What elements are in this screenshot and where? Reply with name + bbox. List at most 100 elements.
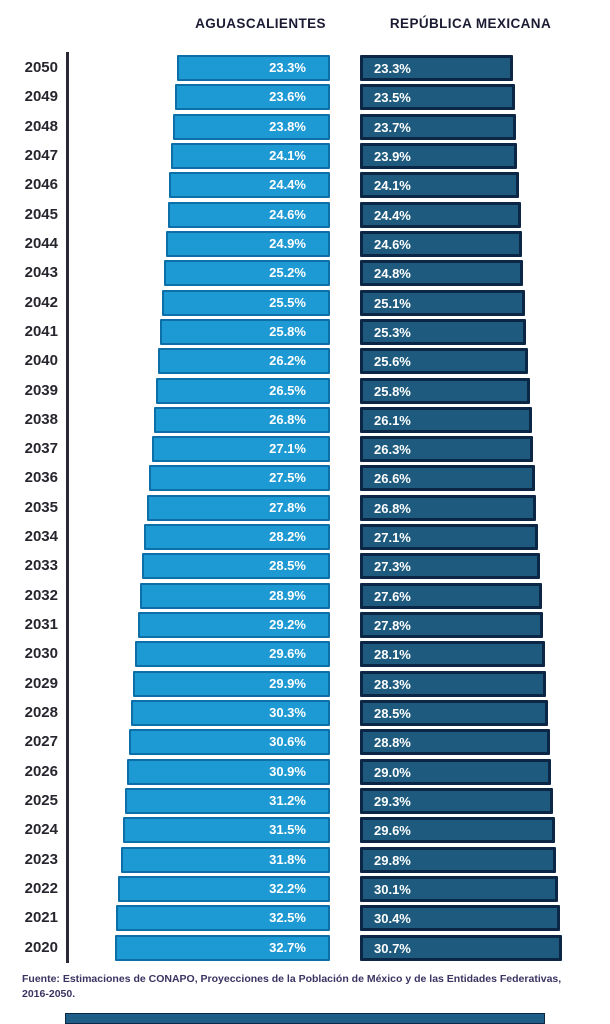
republica-mexicana-bar: 23.3% — [360, 55, 514, 81]
year-label: 2025 — [24, 792, 58, 809]
chart-row: 2035 27.8% 26.8% — [0, 494, 610, 521]
year-label: 2031 — [24, 616, 58, 634]
aguascalientes-value-label: 27.1% — [269, 441, 306, 457]
year-label: 2044 — [24, 234, 58, 252]
chart-row: 2024 31.5% 29.6% — [0, 817, 610, 844]
republica-mexicana-value-label: 29.3% — [374, 794, 411, 809]
chart-row: 2037 27.1% 26.3% — [0, 436, 610, 463]
chart-row: 2044 24.9% 24.6% — [0, 230, 610, 257]
republica-mexicana-value-label: 29.8% — [374, 852, 411, 868]
year-label: 2046 — [24, 176, 58, 194]
republica-mexicana-bar: 27.8% — [360, 612, 543, 639]
aguascalientes-bar: 31.2% — [124, 788, 330, 814]
aguascalientes-bar: 28.2% — [144, 524, 330, 551]
aguascalientes-value-label: 26.2% — [269, 353, 306, 369]
year-label: 2048 — [24, 117, 58, 135]
chart-row: 2039 26.5% 25.8% — [0, 377, 610, 404]
republica-mexicana-bar: 24.1% — [360, 172, 519, 199]
republica-mexicana-value-label: 26.8% — [374, 500, 411, 516]
population-projection-chart: 2050 23.3% 23.3% 2049 23.6% 23.5% 2048 23.8% 23.… — [0, 55, 610, 965]
aguascalientes-bar: 27.5% — [149, 465, 330, 492]
year-label: 2021 — [24, 909, 58, 927]
chart-row: 2020 32.7% 30.7% — [0, 934, 610, 961]
aguascalientes-bar: 32.5% — [116, 905, 330, 932]
year-label: 2022 — [24, 879, 58, 897]
source-note: Fuente: Estimaciones de CONAPO, Proyecci… — [22, 973, 562, 1000]
aguascalientes-value-label: 32.5% — [269, 910, 306, 926]
aguascalientes-bar: 30.9% — [126, 758, 330, 785]
year-label: 2045 — [24, 205, 58, 223]
chart-row: 2048 23.8% 23.7% — [0, 113, 610, 140]
aguascalientes-bar: 31.5% — [122, 817, 330, 844]
republica-mexicana-value-label: 29.6% — [374, 823, 411, 839]
aguascalientes-bar: 29.9% — [133, 670, 330, 697]
aguascalientes-bar: 28.5% — [142, 553, 330, 580]
year-label: 2032 — [24, 586, 58, 604]
aguascalientes-value-label: 25.8% — [269, 323, 306, 339]
aguascalientes-bar: 25.8% — [160, 318, 330, 345]
aguascalientes-bar: 24.4% — [169, 172, 330, 199]
aguascalientes-bar: 24.9% — [166, 230, 330, 257]
republica-mexicana-value-label: 26.3% — [374, 442, 411, 458]
year-label: 2020 — [24, 938, 58, 956]
republica-mexicana-bar: 28.8% — [360, 729, 550, 756]
republica-mexicana-bar: 28.5% — [360, 700, 548, 727]
aguascalientes-bar: 29.2% — [137, 612, 330, 639]
republica-mexicana-bar: 26.3% — [360, 436, 534, 463]
chart-row: 2043 25.2% 24.8% — [0, 260, 610, 287]
year-label: 2027 — [24, 733, 58, 751]
chart-row: 2031 29.2% 27.8% — [0, 612, 610, 639]
republica-mexicana-value-label: 23.9% — [374, 148, 411, 164]
year-label: 2037 — [24, 440, 58, 458]
aguascalientes-value-label: 24.6% — [269, 206, 306, 222]
republica-mexicana-value-label: 24.1% — [374, 178, 411, 194]
aguascalientes-value-label: 28.5% — [269, 558, 306, 574]
aguascalientes-value-label: 32.2% — [269, 880, 306, 896]
chart-row: 2033 28.5% 27.3% — [0, 553, 610, 580]
republica-mexicana-bar: 23.7% — [360, 113, 516, 140]
year-label: 2026 — [24, 762, 58, 780]
republica-mexicana-bar: 25.1% — [360, 289, 526, 316]
republica-mexicana-value-label: 29.0% — [374, 764, 411, 780]
aguascalientes-value-label: 29.6% — [269, 646, 306, 662]
year-label: 2040 — [24, 352, 58, 370]
aguascalientes-value-label: 26.8% — [269, 411, 306, 427]
republica-mexicana-value-label: 28.1% — [374, 647, 411, 663]
aguascalientes-bar: 31.8% — [120, 846, 330, 873]
column-header-republica-mexicana: REPÚBLICA MEXICANA — [389, 16, 552, 31]
year-label: 2023 — [24, 850, 58, 868]
chart-row: 2040 26.2% 25.6% — [0, 348, 610, 375]
aguascalientes-value-label: 31.8% — [269, 851, 306, 867]
republica-mexicana-value-label: 24.8% — [374, 266, 411, 282]
aguascalientes-value-label: 29.9% — [269, 675, 306, 691]
chart-row: 2049 23.6% 23.5% — [0, 84, 610, 111]
republica-mexicana-bar: 24.6% — [360, 230, 522, 257]
chart-row: 2041 25.8% 25.3% — [0, 318, 610, 345]
aguascalientes-value-label: 25.5% — [269, 294, 306, 310]
aguascalientes-bar: 30.3% — [130, 700, 330, 727]
republica-mexicana-value-label: 25.3% — [374, 324, 411, 340]
aguascalientes-value-label: 30.6% — [269, 734, 306, 750]
chart-row: 2034 28.2% 27.1% — [0, 524, 610, 551]
chart-row: 2038 26.8% 26.1% — [0, 406, 610, 433]
republica-mexicana-value-label: 26.1% — [374, 412, 411, 428]
republica-mexicana-bar: 29.0% — [360, 758, 551, 785]
republica-mexicana-bar: 23.9% — [360, 142, 518, 169]
republica-mexicana-bar: 26.8% — [360, 494, 537, 521]
republica-mexicana-bar: 23.5% — [360, 84, 515, 111]
republica-mexicana-bar: 30.7% — [360, 934, 562, 961]
republica-mexicana-bar: 30.4% — [360, 905, 561, 932]
aguascalientes-bar: 25.5% — [162, 289, 330, 316]
year-label: 2029 — [24, 674, 58, 692]
y-axis-line — [66, 52, 69, 963]
republica-mexicana-bar: 27.1% — [360, 524, 539, 551]
aguascalientes-bar: 26.2% — [157, 348, 330, 375]
chart-row: 2046 24.4% 24.1% — [0, 172, 610, 199]
chart-row: 2047 24.1% 23.9% — [0, 142, 610, 169]
year-label: 2049 — [24, 88, 58, 106]
aguascalientes-value-label: 25.2% — [269, 265, 306, 281]
republica-mexicana-value-label: 26.6% — [374, 471, 411, 487]
year-label: 2041 — [24, 322, 58, 340]
republica-mexicana-value-label: 25.6% — [374, 354, 411, 370]
